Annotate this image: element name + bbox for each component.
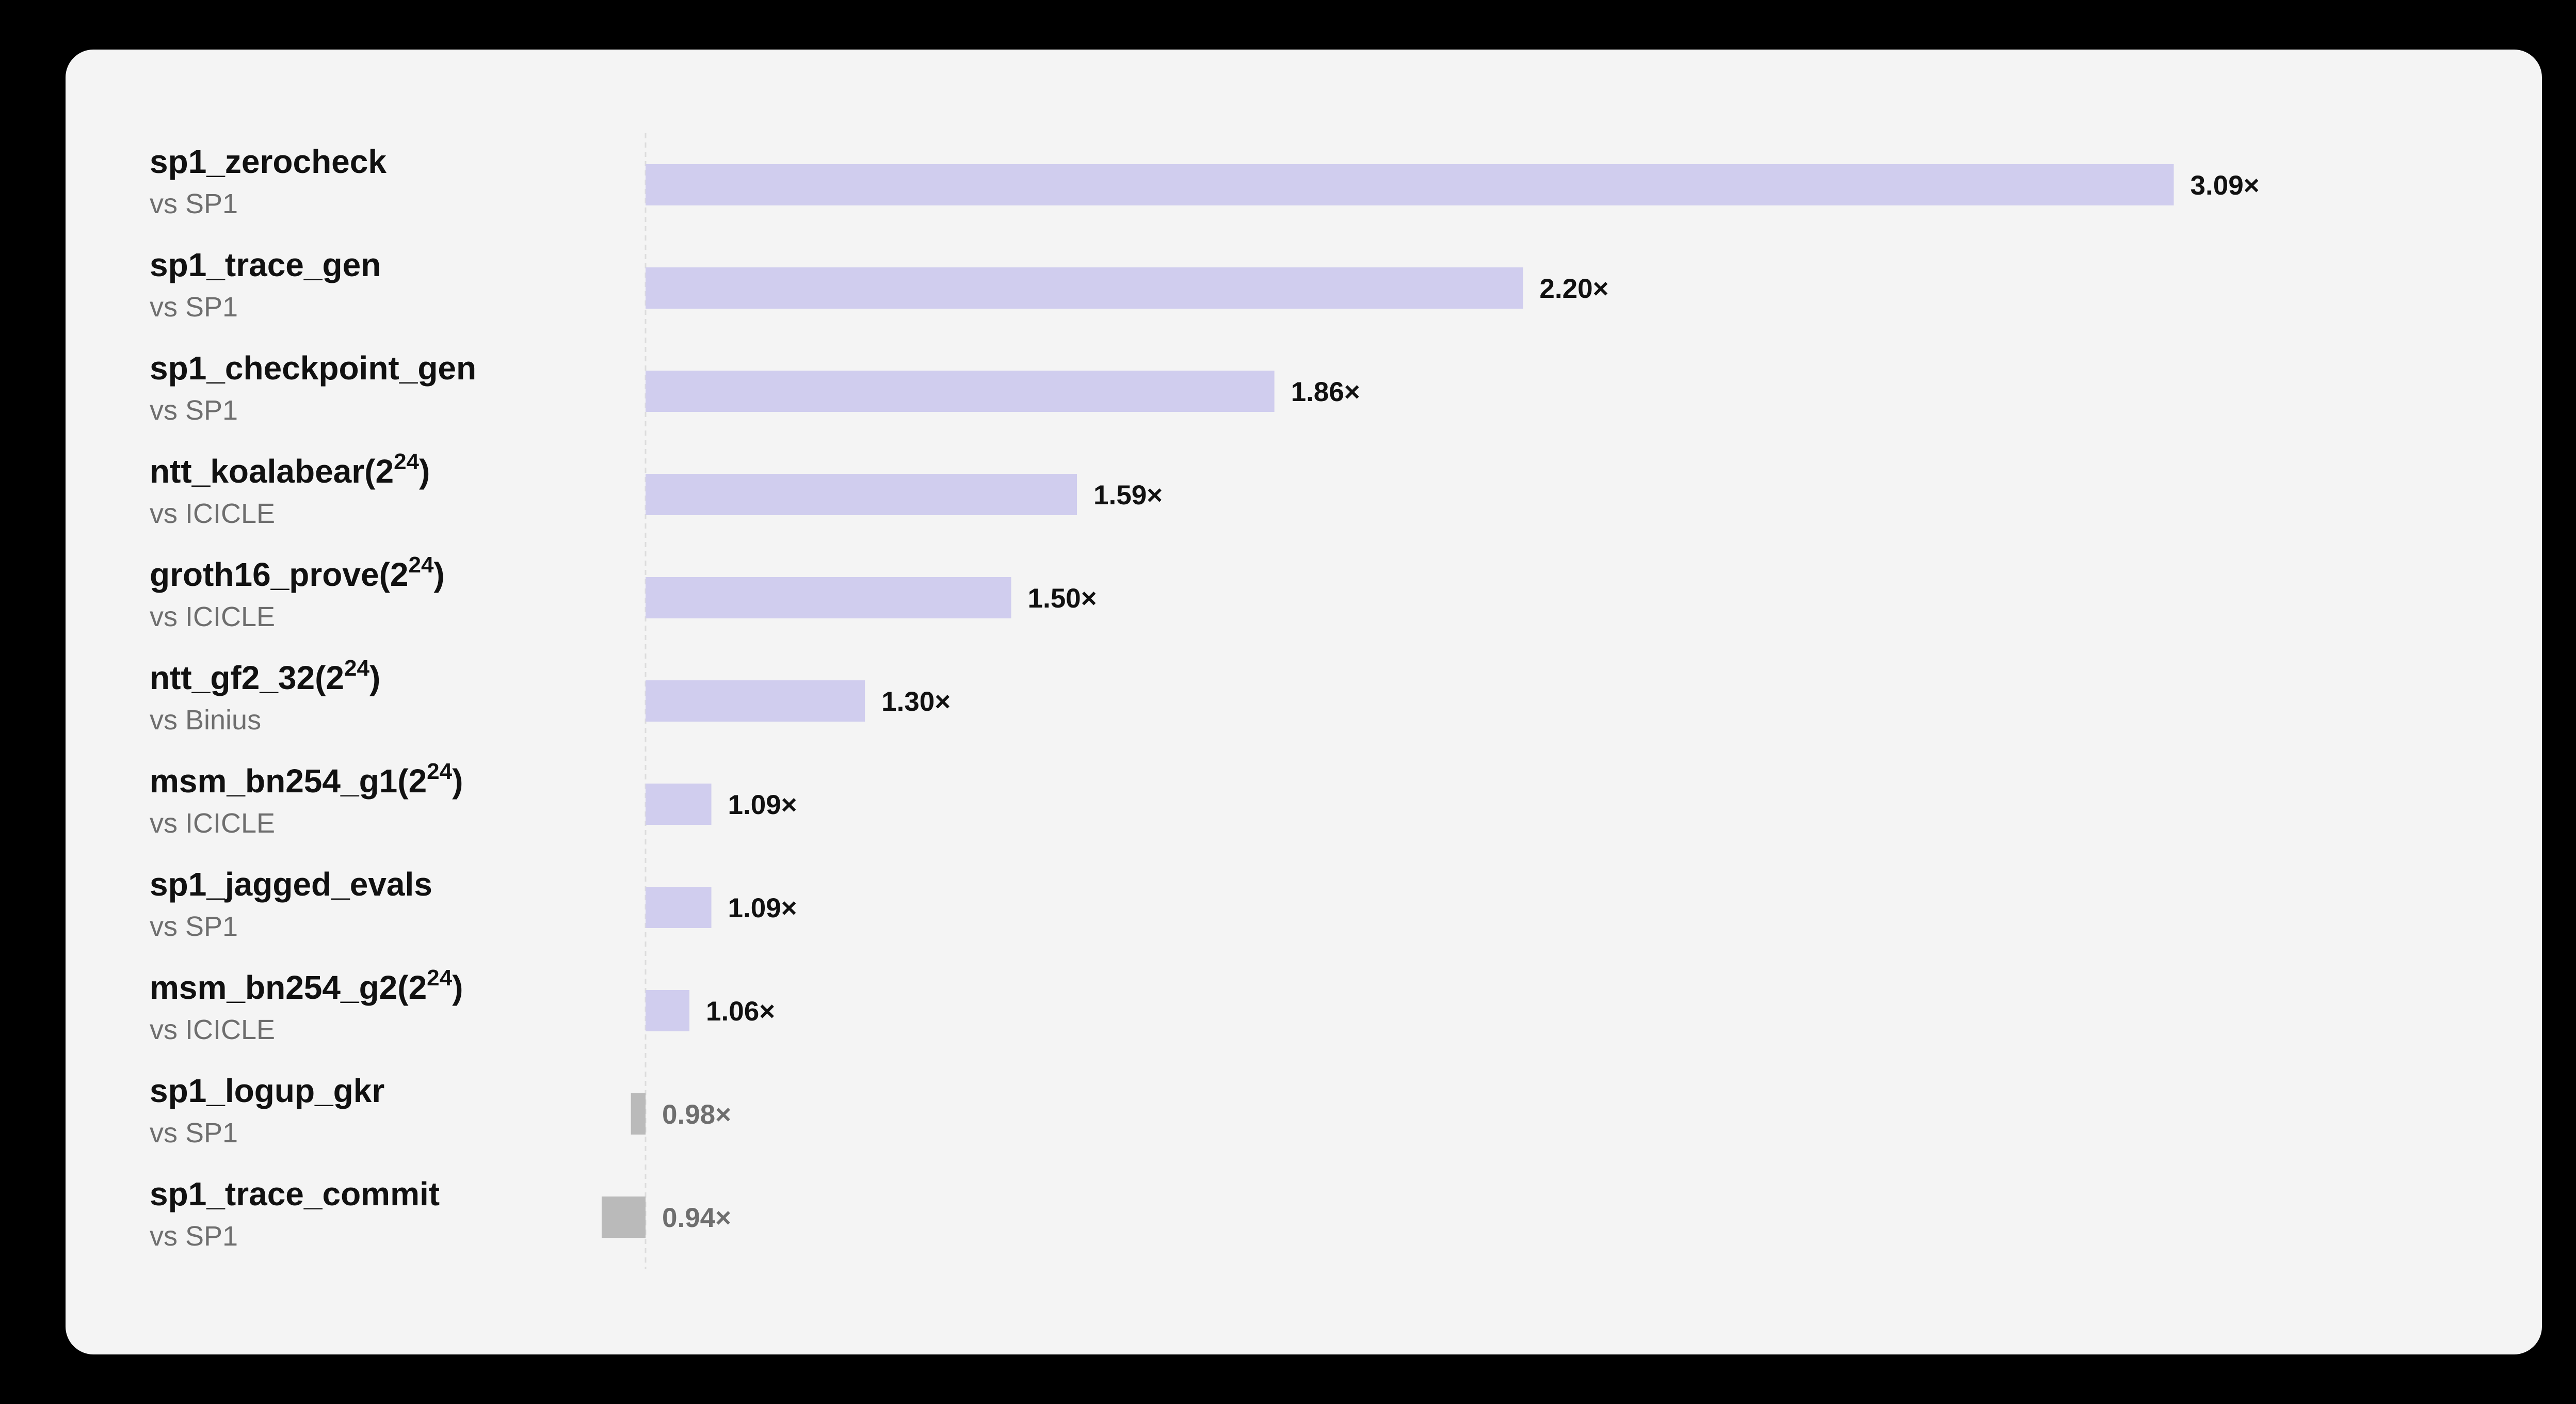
bar xyxy=(646,887,712,928)
category-label-superscript: 24 xyxy=(344,656,369,681)
value-label: 1.86× xyxy=(1291,377,1360,407)
bar xyxy=(646,474,1077,515)
bar xyxy=(601,1196,646,1238)
category-label-close-paren: ) xyxy=(433,556,444,593)
category-label-superscript: 24 xyxy=(427,759,452,784)
category-label: sp1_trace_commit xyxy=(150,1175,440,1212)
category-label-text: sp1_logup_gkr xyxy=(150,1072,384,1109)
comparison-label: vs SP1 xyxy=(150,911,238,942)
category-label: ntt_koalabear(224) xyxy=(150,449,430,490)
category-label: sp1_zerocheck xyxy=(150,143,387,180)
category-label: msm_bn254_g1(224) xyxy=(150,759,463,800)
value-label: 1.59× xyxy=(1093,480,1163,510)
bar xyxy=(646,577,1011,618)
comparison-label: vs ICICLE xyxy=(150,601,275,632)
comparison-label: vs ICICLE xyxy=(150,1014,275,1045)
comparison-label: vs Binius xyxy=(150,705,261,736)
category-label-text: sp1_zerocheck xyxy=(150,143,387,180)
category-label-close-paren: ) xyxy=(369,659,380,696)
comparison-label: vs ICICLE xyxy=(150,498,275,529)
bar xyxy=(646,680,865,722)
bar xyxy=(646,267,1523,309)
category-label: msm_bn254_g2(224) xyxy=(150,965,463,1006)
category-label: sp1_trace_gen xyxy=(150,246,381,283)
category-label-superscript: 24 xyxy=(408,552,433,578)
comparison-label: vs ICICLE xyxy=(150,808,275,839)
category-label-close-paren: ) xyxy=(452,969,463,1006)
category-label: ntt_gf2_32(224) xyxy=(150,656,380,696)
value-label: 1.09× xyxy=(728,790,797,820)
comparison-label: vs SP1 xyxy=(150,1118,238,1148)
value-label: 1.30× xyxy=(881,687,951,717)
comparison-label: vs SP1 xyxy=(150,395,238,426)
value-label: 2.20× xyxy=(1539,274,1608,304)
category-label: sp1_jagged_evals xyxy=(150,866,432,903)
category-label-superscript: 24 xyxy=(394,449,419,474)
bar xyxy=(631,1093,646,1135)
category-label-text: sp1_checkpoint_gen xyxy=(150,349,476,387)
bar xyxy=(646,164,2174,205)
category-label-text: ntt_gf2_32(2 xyxy=(150,659,344,696)
category-label-text: ntt_koalabear(2 xyxy=(150,453,394,490)
value-label: 0.98× xyxy=(662,1099,731,1130)
value-label: 1.06× xyxy=(706,996,775,1027)
value-label: 0.94× xyxy=(662,1203,731,1233)
category-label-text: groth16_prove(2 xyxy=(150,556,408,593)
category-label-text: msm_bn254_g2(2 xyxy=(150,969,427,1006)
comparison-label: vs SP1 xyxy=(150,1221,238,1252)
chart-card xyxy=(66,50,2542,1354)
category-label-close-paren: ) xyxy=(419,453,430,490)
comparison-label: vs SP1 xyxy=(150,292,238,323)
value-label: 1.50× xyxy=(1028,583,1097,614)
bar xyxy=(646,784,712,825)
category-label: groth16_prove(224) xyxy=(150,552,445,593)
value-label: 1.09× xyxy=(728,893,797,923)
category-label-superscript: 24 xyxy=(427,965,452,991)
category-label: sp1_checkpoint_gen xyxy=(150,349,476,387)
category-label-close-paren: ) xyxy=(452,762,463,800)
bar xyxy=(646,371,1275,412)
bar xyxy=(646,990,690,1031)
category-label-text: msm_bn254_g1(2 xyxy=(150,762,427,800)
category-label: sp1_logup_gkr xyxy=(150,1072,384,1109)
category-label-text: sp1_trace_commit xyxy=(150,1175,440,1212)
category-label-text: sp1_trace_gen xyxy=(150,246,381,283)
comparison-label: vs SP1 xyxy=(150,188,238,219)
category-label-text: sp1_jagged_evals xyxy=(150,866,432,903)
value-label: 3.09× xyxy=(2191,170,2260,201)
